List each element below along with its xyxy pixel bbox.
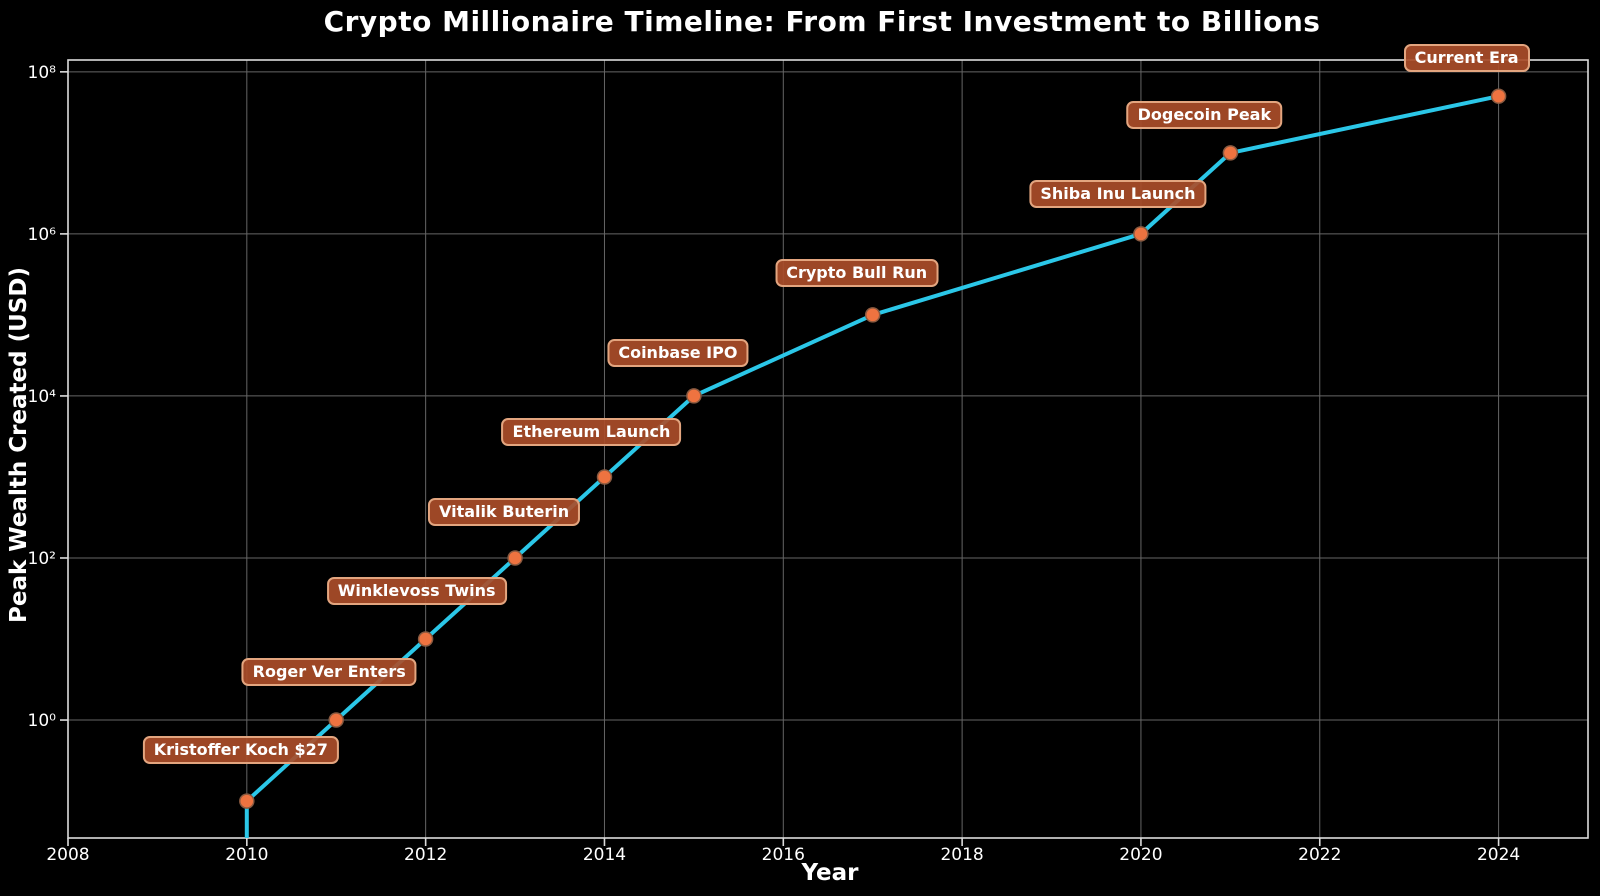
annotation-ethereum-launch: Ethereum Launch [501, 417, 682, 446]
y-tick-label: 10⁴ [28, 387, 57, 407]
data-point-marker [507, 550, 523, 566]
x-tick-label: 2024 [1477, 845, 1520, 865]
x-tick-label: 2020 [1119, 845, 1162, 865]
chart-title: Crypto Millionaire Timeline: From First … [323, 5, 1321, 38]
annotation-vitalik-buterin: Vitalik Buterin [428, 497, 581, 526]
x-tick-label: 2012 [404, 845, 447, 865]
data-point-marker [686, 388, 702, 404]
data-point-marker [596, 469, 613, 485]
axes-frame [67, 59, 1589, 839]
y-tick-label: 10⁰ [28, 711, 57, 731]
series-group [239, 88, 1507, 838]
annotation-winklevoss-twins: Winklevoss Twins [326, 577, 507, 605]
y-tick-label: 10⁸ [28, 63, 57, 83]
x-tick-label: 2010 [225, 845, 268, 865]
data-point-marker [1222, 145, 1239, 161]
data-point-marker [239, 793, 255, 809]
x-tick-label: 2016 [762, 845, 805, 865]
data-point-marker [328, 712, 344, 728]
x-tick-label: 2022 [1298, 845, 1341, 865]
annotation-coinbase-ipo: Coinbase IPO [607, 338, 749, 367]
y-axis-label: Peak Wealth Created (USD) [6, 267, 32, 623]
x-tick-label: 2018 [940, 845, 983, 865]
x-tick-label: 2014 [583, 845, 626, 865]
annotation-current-era: Current Era [1403, 44, 1530, 73]
annotation-crypto-bull-run: Crypto Bull Run [775, 258, 939, 287]
annotation-roger-ver-enters: Roger Ver Enters [241, 658, 417, 687]
wealth-line [244, 94, 1501, 838]
data-point-marker [1133, 226, 1149, 242]
data-point-marker [417, 631, 434, 647]
annotation-dogecoin-peak: Dogecoin Peak [1126, 100, 1283, 129]
x-tick-label: 2008 [46, 845, 89, 865]
y-tick-label: 10⁶ [28, 225, 57, 245]
x-axis-label: Year [801, 860, 859, 886]
data-point-marker [1490, 88, 1507, 104]
y-tick-label: 10² [28, 549, 56, 569]
annotation-shiba-inu-launch: Shiba Inu Launch [1029, 179, 1207, 208]
data-point-marker [864, 307, 881, 323]
annotation-kristoffer-koch-27: Kristoffer Koch $27 [142, 736, 339, 765]
